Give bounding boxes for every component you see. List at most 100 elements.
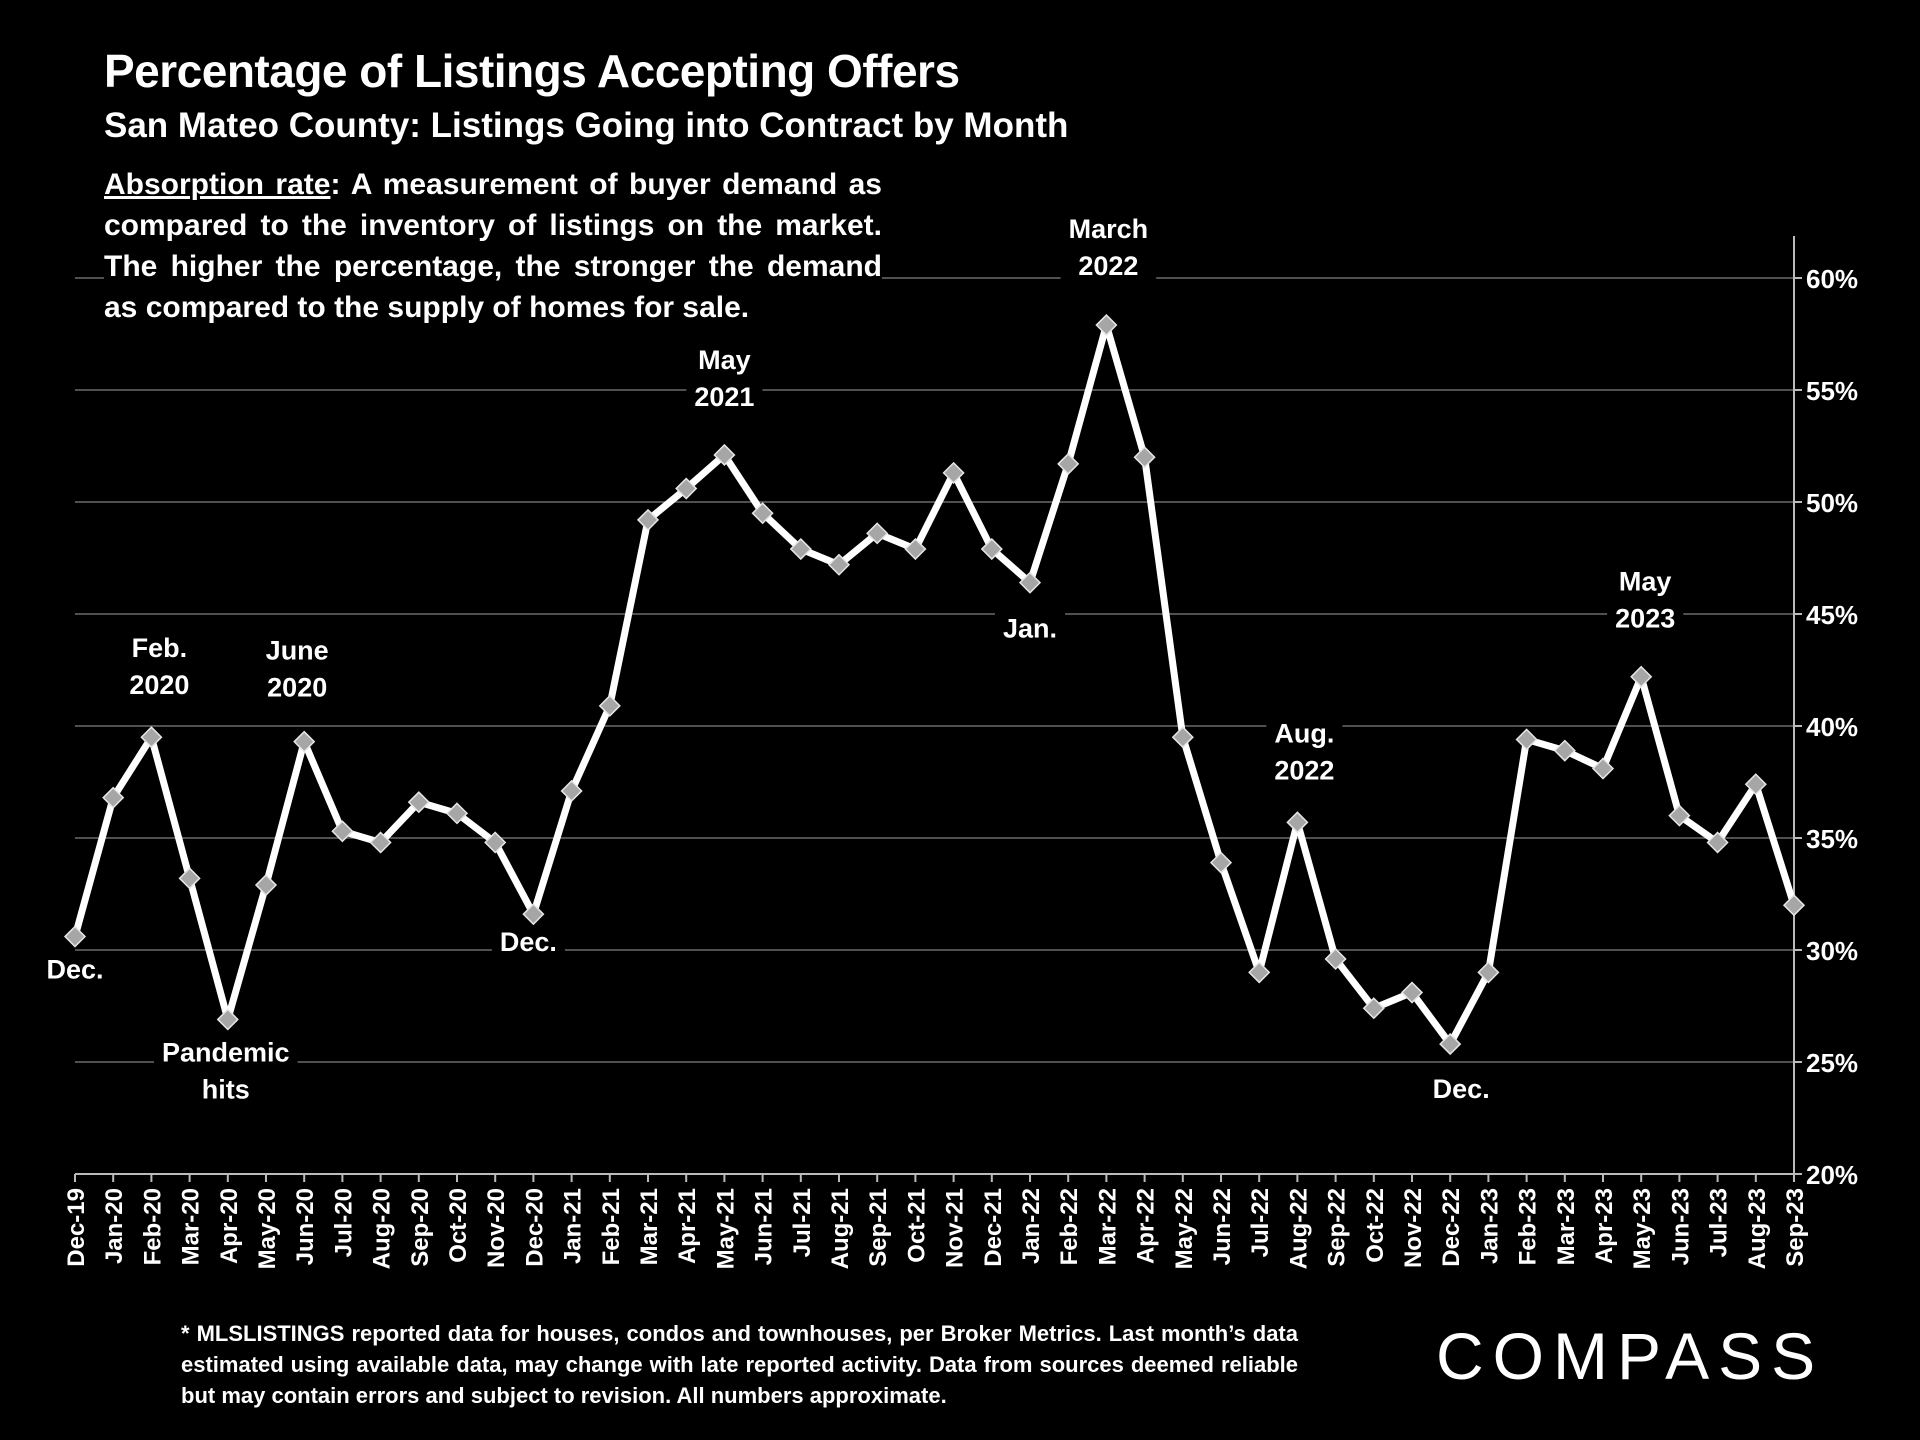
annotation-label: Pandemic hits	[162, 1037, 290, 1104]
x-tick-label: Sep-21	[865, 1188, 892, 1267]
annotation-label: June 2020	[266, 636, 329, 703]
data-point	[216, 1008, 239, 1031]
data-point	[522, 903, 545, 926]
x-tick-label: Feb-22	[1056, 1188, 1083, 1265]
y-tick-label: 55%	[1806, 376, 1858, 406]
annotation-background	[121, 631, 198, 703]
x-tick-label: Nov-21	[942, 1188, 969, 1268]
compass-logo: COMPASS	[1436, 1319, 1825, 1393]
annotation-label: Dec.	[500, 927, 557, 957]
data-point	[1362, 997, 1385, 1020]
data-point	[866, 522, 889, 545]
data-point	[1630, 665, 1653, 688]
x-tick-label: Jun-22	[1209, 1188, 1236, 1265]
data-point	[63, 925, 87, 948]
data-point	[1515, 728, 1538, 751]
annotation-background	[994, 611, 1066, 646]
y-tick-label: 25%	[1806, 1048, 1858, 1078]
data-point	[331, 820, 354, 843]
y-tick-label: 35%	[1806, 824, 1858, 854]
absorption-description: Absorption rate: A measurement of buyer …	[104, 164, 882, 328]
data-point	[1668, 804, 1691, 827]
x-tick-label: Jul-21	[789, 1188, 816, 1257]
data-point	[1171, 726, 1194, 749]
x-tick-label: Dec-19	[63, 1188, 90, 1267]
data-point	[1018, 571, 1042, 594]
annotation-label: May 2021	[694, 345, 754, 412]
x-tick-label: Jun-21	[751, 1188, 778, 1265]
annotation-background	[1060, 212, 1157, 284]
x-tick-label: Dec-22	[1438, 1188, 1465, 1267]
data-point	[1286, 811, 1309, 834]
data-point	[254, 873, 278, 897]
x-tick-label: Jan-22	[1018, 1188, 1045, 1264]
x-tick-label: Mar-21	[636, 1188, 663, 1265]
y-tick-label: 60%	[1806, 264, 1858, 294]
data-point	[1133, 446, 1156, 469]
y-tick-label: 50%	[1806, 488, 1858, 518]
annotation-label: Dec.	[1433, 1074, 1490, 1104]
data-point	[713, 443, 736, 467]
x-tick-label: Jul-20	[330, 1188, 357, 1257]
x-tick-label: Sep-20	[407, 1188, 434, 1267]
data-point	[1400, 981, 1424, 1004]
annotation-background	[1607, 564, 1684, 636]
annotation-label: March 2022	[1069, 214, 1149, 281]
data-point	[560, 779, 583, 803]
x-tick-label: Apr-22	[1133, 1188, 1160, 1264]
annotation-background	[1424, 1072, 1498, 1107]
x-tick-label: Mar-20	[178, 1188, 205, 1265]
footnote: * MLSLISTINGS reported data for houses, …	[181, 1321, 1298, 1408]
data-point	[445, 802, 469, 825]
data-point	[1057, 452, 1080, 475]
x-tick-label: Dec-21	[980, 1188, 1007, 1267]
x-tick-label: Jan-21	[560, 1188, 587, 1264]
x-tick-label: Nov-20	[483, 1188, 510, 1268]
x-tick-label: Jun-20	[292, 1188, 319, 1265]
data-point	[178, 867, 201, 890]
annotation-label: Aug. 2022	[1274, 718, 1334, 785]
data-point	[1209, 851, 1233, 874]
x-tick-label: Apr-21	[674, 1188, 701, 1264]
x-tick-label: Aug-20	[369, 1188, 396, 1269]
data-point	[598, 694, 621, 717]
data-point	[904, 537, 927, 561]
y-tick-label: 30%	[1806, 936, 1858, 966]
annotation-background	[491, 925, 565, 960]
x-tick-label: Aug-22	[1285, 1188, 1312, 1269]
data-point	[140, 726, 163, 749]
x-tick-label: Aug-23	[1744, 1188, 1771, 1269]
x-tick-label: Oct-20	[445, 1188, 472, 1263]
data-point	[1591, 757, 1615, 780]
data-point	[1095, 313, 1118, 337]
annotation-label: Feb. 2020	[129, 633, 189, 700]
x-tick-label: Nov-22	[1400, 1188, 1427, 1268]
data-point	[942, 461, 965, 484]
x-tick-label: Jun-23	[1667, 1188, 1694, 1265]
x-tick-label: Feb-21	[598, 1188, 625, 1265]
data-point	[484, 831, 507, 854]
data-point	[1248, 961, 1271, 984]
x-tick-label: Dec-20	[521, 1188, 548, 1267]
x-tick-label: May-21	[712, 1188, 739, 1269]
y-tick-label: 45%	[1806, 600, 1858, 630]
x-tick-label: May-22	[1171, 1188, 1198, 1269]
x-tick-label: Oct-21	[903, 1188, 930, 1263]
x-tick-label: Oct-22	[1362, 1188, 1389, 1263]
data-point	[369, 831, 392, 854]
x-tick-label: Apr-23	[1591, 1188, 1618, 1264]
annotation-background	[154, 1035, 298, 1107]
data-point	[1744, 773, 1767, 796]
data-point	[407, 791, 430, 814]
data-point	[751, 502, 774, 525]
data-point	[675, 477, 698, 500]
x-tick-label: Jul-22	[1247, 1188, 1274, 1257]
chart-subtitle: San Mateo County: Listings Going into Co…	[104, 106, 1069, 145]
series-line	[71, 321, 1798, 1048]
absorption-term: Absorption rate	[104, 168, 331, 201]
x-tick-label: Mar-22	[1094, 1188, 1121, 1265]
x-tick-label: Feb-23	[1515, 1188, 1542, 1265]
x-tick-label: Sep-23	[1782, 1188, 1809, 1267]
annotation-background	[1266, 716, 1343, 788]
annotation-background	[257, 633, 337, 705]
